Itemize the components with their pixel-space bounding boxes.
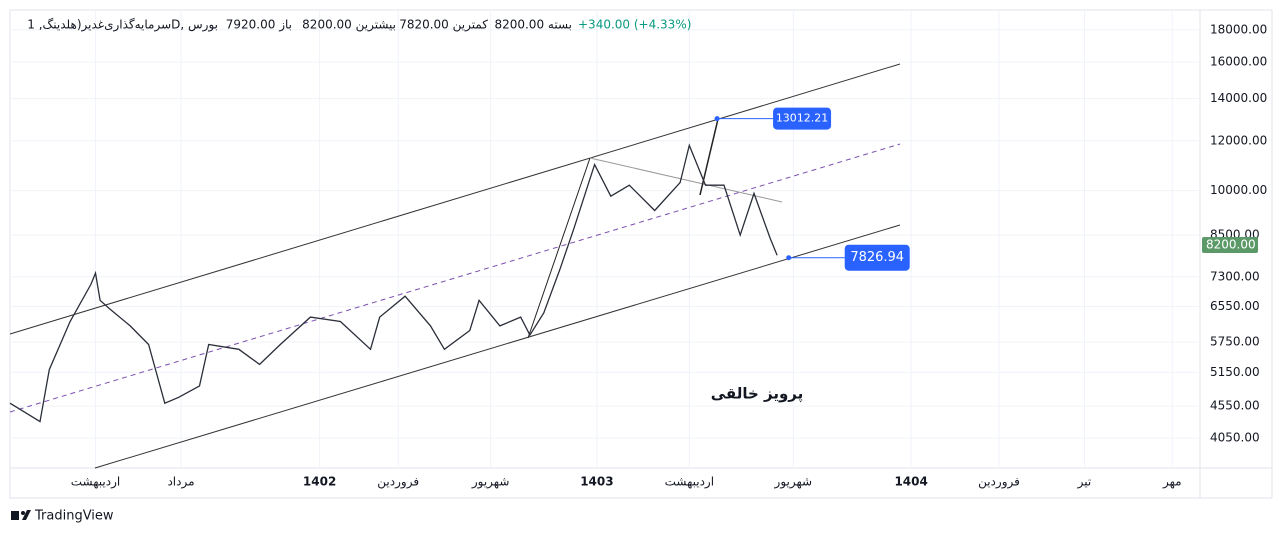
x-tick-label: فروردین [377, 475, 419, 490]
logo-mark [22, 510, 31, 520]
annotation-label: 13012.21 [776, 112, 829, 125]
annotation-label: 7826.94 [850, 250, 904, 265]
y-tick-label: 7300.00 [1210, 269, 1260, 283]
x-tick-label: اردیبهشت [665, 475, 714, 490]
close: بسته 8200.00 [494, 18, 572, 32]
low: کمترین 7820.00 [399, 18, 488, 33]
x-tick-label: فروردین [978, 475, 1020, 490]
y-tick-label: 16000.00 [1210, 55, 1267, 69]
x-tick-label: تیر [1077, 475, 1092, 490]
y-tick-label: 6550.00 [1210, 299, 1260, 313]
x-tick-label: مرداد [167, 475, 194, 490]
channel-mid [9, 143, 901, 413]
symbol: سرمایه‌گذاری‌غدیر(هلدینگ, 1D, بورس [27, 18, 218, 33]
y-tick-label: 5750.00 [1210, 335, 1260, 349]
watermark: پرویز خالقی [711, 385, 804, 404]
y-tick-label: 4050.00 [1210, 431, 1260, 445]
annotation-box [773, 107, 832, 130]
x-tick-label: 1403 [580, 475, 613, 489]
plot [9, 143, 778, 423]
frame [9, 9, 1273, 499]
y-tick-label: 4550.00 [1210, 399, 1260, 413]
x-tick-label: 1402 [303, 475, 336, 489]
y-tick-label: 5150.00 [1210, 365, 1260, 379]
last-price-box [1202, 236, 1258, 253]
logo-mark [11, 511, 19, 520]
annotation-box [844, 244, 910, 271]
grid [10, 10, 1200, 468]
brand: TradingView [34, 509, 114, 524]
target-arrow [699, 118, 719, 196]
price-line [9, 143, 778, 423]
y-tick-label: 14000.00 [1210, 91, 1267, 105]
x-tick-label: اردیبهشت [71, 475, 120, 490]
y-tick-label: 12000.00 [1210, 133, 1267, 147]
x-tick-label: 1404 [894, 475, 927, 489]
logo: TradingView [11, 509, 114, 524]
x-tick-label: شهریور [774, 475, 813, 490]
y-tick-label: 18000.00 [1210, 22, 1267, 36]
header-bar: سرمایه‌گذاری‌غدیر(هلدینگ, 1D, بورس باز 7… [27, 18, 691, 33]
logo-mark [21, 511, 25, 515]
channel-lower [94, 224, 901, 469]
high: بیشترین 8200.00 [302, 18, 396, 33]
last-price-label: 8200.00 [1206, 237, 1256, 251]
x-tick-label: مهر [1162, 475, 1182, 490]
trend-arrow [527, 157, 591, 339]
trend-line [589, 157, 783, 203]
channel-upper [9, 63, 901, 335]
x-tick-label: شهریور [471, 475, 510, 490]
change: +340.00 (+4.33%) [578, 18, 691, 32]
open: باز 7920.00 [226, 18, 292, 33]
y-tick-label: 10000.00 [1210, 183, 1267, 197]
